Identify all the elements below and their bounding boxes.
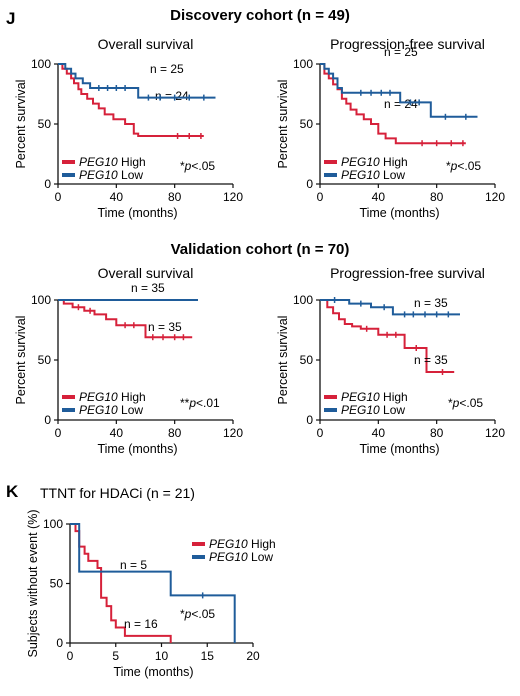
x-tick-label: 120 — [485, 190, 505, 204]
legend-label: PEG10 Low — [341, 168, 405, 182]
x-tick-label: 40 — [372, 190, 386, 204]
x-axis-label: Time (months) — [359, 206, 439, 220]
x-axis-label: Time (months) — [97, 442, 177, 456]
x-tick-label: 80 — [168, 190, 182, 204]
x-axis-label: Time (months) — [97, 206, 177, 220]
km-curve-low — [58, 63, 216, 99]
chart-disc-pfs: Progression-free survival 0 50 100 0 40 80 120 T… — [276, 36, 505, 220]
discovery-cohort-title: Discovery cohort (n = 49) — [170, 7, 350, 24]
y-axis-label: Percent survival — [14, 80, 28, 169]
x-tick-label: 15 — [201, 649, 215, 663]
legend-label: PEG10 High — [209, 537, 276, 551]
x-axis-label: Time (months) — [113, 665, 193, 679]
legend-label: PEG10 High — [79, 155, 146, 169]
n-label-low: n = 35 — [414, 296, 448, 310]
y-tick-label: 0 — [306, 413, 313, 427]
panel-letter-k: K — [6, 482, 19, 501]
legend-label: PEG10 Low — [79, 403, 143, 417]
legend-label: PEG10 High — [341, 155, 408, 169]
legend-label: PEG10 High — [79, 390, 146, 404]
chart-title: Progression-free survival — [330, 265, 485, 281]
n-label-low: n = 25 — [384, 45, 418, 59]
validation-cohort-title: Validation cohort (n = 70) — [171, 241, 350, 258]
y-axis-label: Percent survival — [276, 316, 290, 405]
y-tick-label: 100 — [31, 57, 51, 71]
ttnt-title: TTNT for HDACi (n = 21) — [40, 485, 195, 501]
y-tick-label: 100 — [293, 293, 313, 307]
p-value: **p<.01 — [180, 396, 220, 410]
p-value: *p<.05 — [448, 396, 483, 410]
y-tick-label: 100 — [31, 293, 51, 307]
x-tick-label: 0 — [55, 426, 62, 440]
chart-title: Overall survival — [98, 36, 194, 52]
x-tick-label: 40 — [110, 426, 124, 440]
n-label-low: n = 35 — [131, 281, 165, 295]
x-tick-label: 10 — [155, 649, 169, 663]
n-label-low: n = 25 — [150, 62, 184, 76]
x-tick-label: 5 — [112, 649, 119, 663]
x-tick-label: 40 — [110, 190, 124, 204]
y-axis-label: Percent survival — [14, 316, 28, 405]
y-tick-label: 50 — [300, 353, 314, 367]
y-tick-label: 0 — [306, 177, 313, 191]
km-curve-low — [70, 523, 236, 643]
y-tick-label: 50 — [50, 577, 64, 591]
x-tick-label: 0 — [317, 190, 324, 204]
x-tick-label: 0 — [55, 190, 62, 204]
x-tick-label: 120 — [485, 426, 505, 440]
x-tick-label: 80 — [430, 426, 444, 440]
y-tick-label: 50 — [38, 353, 52, 367]
p-value: *p<.05 — [446, 159, 481, 173]
n-label-high: n = 35 — [414, 353, 448, 367]
km-curve-high — [320, 63, 466, 145]
p-value: *p<.05 — [180, 607, 215, 621]
x-tick-label: 0 — [317, 426, 324, 440]
y-tick-label: 100 — [43, 517, 63, 531]
x-tick-label: 120 — [223, 426, 243, 440]
legend-label: PEG10 Low — [341, 403, 405, 417]
chart-val-os: Overall survival 0 50 100 0 40 80 120 Time (mont… — [14, 265, 243, 456]
chart-disc-os: Overall survival 0 50 100 0 40 80 120 Time (mont… — [14, 36, 243, 220]
y-tick-label: 50 — [300, 117, 314, 131]
n-label-high: n = 35 — [148, 320, 182, 334]
x-tick-label: 20 — [246, 649, 260, 663]
y-tick-label: 100 — [293, 57, 313, 71]
km-curve-low — [320, 63, 478, 118]
y-tick-label: 0 — [44, 413, 51, 427]
n-label-high: n = 24 — [155, 89, 189, 103]
n-label-high: n = 16 — [124, 617, 158, 631]
legend-label: PEG10 High — [341, 390, 408, 404]
x-tick-label: 0 — [67, 649, 74, 663]
n-label-high: n = 24 — [384, 97, 418, 111]
x-tick-label: 80 — [430, 190, 444, 204]
legend-label: PEG10 Low — [209, 550, 273, 564]
y-tick-label: 0 — [56, 636, 63, 650]
km-curve-high — [320, 299, 455, 373]
km-curve-high — [58, 299, 193, 339]
x-tick-label: 40 — [372, 426, 386, 440]
y-axis-label: Subjects without event (%) — [26, 510, 40, 658]
panel-letter-j: J — [6, 9, 15, 28]
x-tick-label: 120 — [223, 190, 243, 204]
n-label-low: n = 5 — [120, 558, 147, 572]
x-tick-label: 80 — [168, 426, 182, 440]
chart-val-pfs: Progression-free survival 0 50 100 0 40 80 120 T… — [276, 265, 505, 456]
y-tick-label: 50 — [38, 117, 52, 131]
legend-label: PEG10 Low — [79, 168, 143, 182]
p-value: *p<.05 — [180, 159, 215, 173]
chart-title: Progression-free survival — [330, 36, 485, 52]
x-axis-label: Time (months) — [359, 442, 439, 456]
y-axis-label: Percent survival — [276, 80, 290, 169]
chart-ttnt: 0 50 100 0 5 10 15 20 Time (months) Subjects with… — [26, 510, 276, 680]
km-curve-low — [320, 299, 460, 316]
chart-title: Overall survival — [98, 265, 194, 281]
y-tick-label: 0 — [44, 177, 51, 191]
